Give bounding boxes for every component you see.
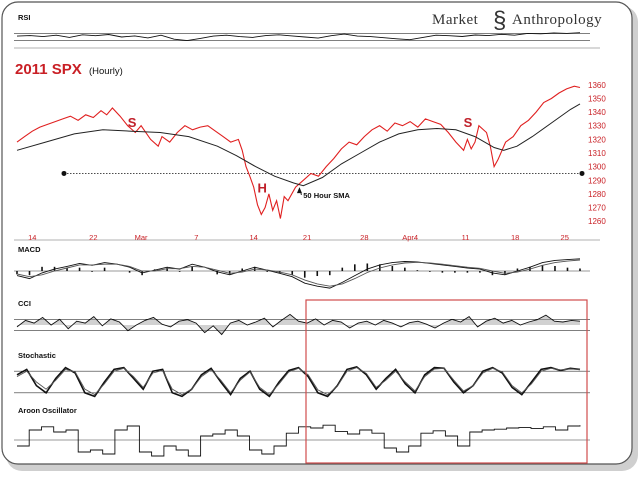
sma-annotation-arrowhead: [296, 187, 302, 194]
x-axis-tick-label: 18: [511, 233, 519, 242]
sma-annotation-label: 50 Hour SMA: [303, 191, 350, 200]
highlight-box: [305, 299, 588, 464]
chart-title: 2011 SPX: [15, 61, 82, 78]
price-axis-tick: 1350: [588, 94, 606, 103]
x-axis-tick-label: 25: [561, 233, 569, 242]
price-axis-tick: 1320: [588, 135, 606, 144]
price-axis-tick: 1360: [588, 81, 606, 90]
indicator-label: Stochastic: [18, 351, 56, 360]
pattern-label: H: [257, 181, 266, 196]
indicator-series-line: [16, 367, 581, 396]
price-series-line: [16, 103, 581, 187]
x-axis-tick-label: 14: [249, 233, 257, 242]
price-axis-tick: 1290: [588, 176, 606, 185]
chart-subtitle: (Hourly): [89, 66, 123, 77]
indicator-series-line: [16, 258, 581, 289]
x-axis-tick-label: 22: [89, 233, 97, 242]
indicator-series-line: [16, 366, 581, 398]
indicator-series-line: [16, 313, 581, 336]
indicator-series-line: [17, 424, 581, 457]
x-axis-tick-label: 14: [28, 233, 36, 242]
x-axis-tick-label: 7: [194, 233, 198, 242]
indicator-series-line: [16, 259, 581, 287]
indicator-label: RSI: [18, 13, 31, 22]
indicator-label: CCI: [18, 299, 31, 308]
chart-panels: 1360 1350 1340 1330 1320 1310 1300 1290 1280 1270…: [14, 13, 606, 457]
cci-shaded-area: [17, 314, 580, 335]
brand-left: Market: [432, 12, 479, 28]
pattern-label: S: [464, 115, 473, 130]
x-axis-tick-label: 21: [303, 233, 311, 242]
x-axis-tick-label: 28: [360, 233, 368, 242]
price-series-line: [16, 85, 581, 219]
price-axis-tick: 1280: [588, 190, 606, 199]
price-axis-tick: 1270: [588, 204, 606, 213]
price-axis-tick: 1310: [588, 149, 606, 158]
price-axis-tick: 1340: [588, 108, 606, 117]
frame-panel: [1, 1, 633, 465]
indicator-series-line: [16, 32, 581, 42]
brand-right: Anthropology: [512, 12, 602, 28]
price-axis-tick: 1260: [588, 217, 606, 226]
x-axis-tick-label: 11: [462, 233, 470, 242]
support-line-end-point: [579, 170, 585, 176]
price-axis-tick: 1330: [588, 122, 606, 131]
x-axis-tick-label: Apr4: [402, 233, 418, 242]
pattern-label: S: [128, 115, 137, 130]
indicator-label: MACD: [18, 245, 41, 254]
brand-logo-icon: §: [493, 7, 506, 34]
price-axis-tick: 1300: [588, 163, 606, 172]
header: Market § Anthropology 2011 SPX (Hourly): [15, 7, 602, 78]
x-axis-tick-label: Mar: [135, 233, 148, 242]
indicator-label: Aroon Oscillator: [18, 406, 77, 415]
support-line-end-point: [61, 170, 67, 176]
